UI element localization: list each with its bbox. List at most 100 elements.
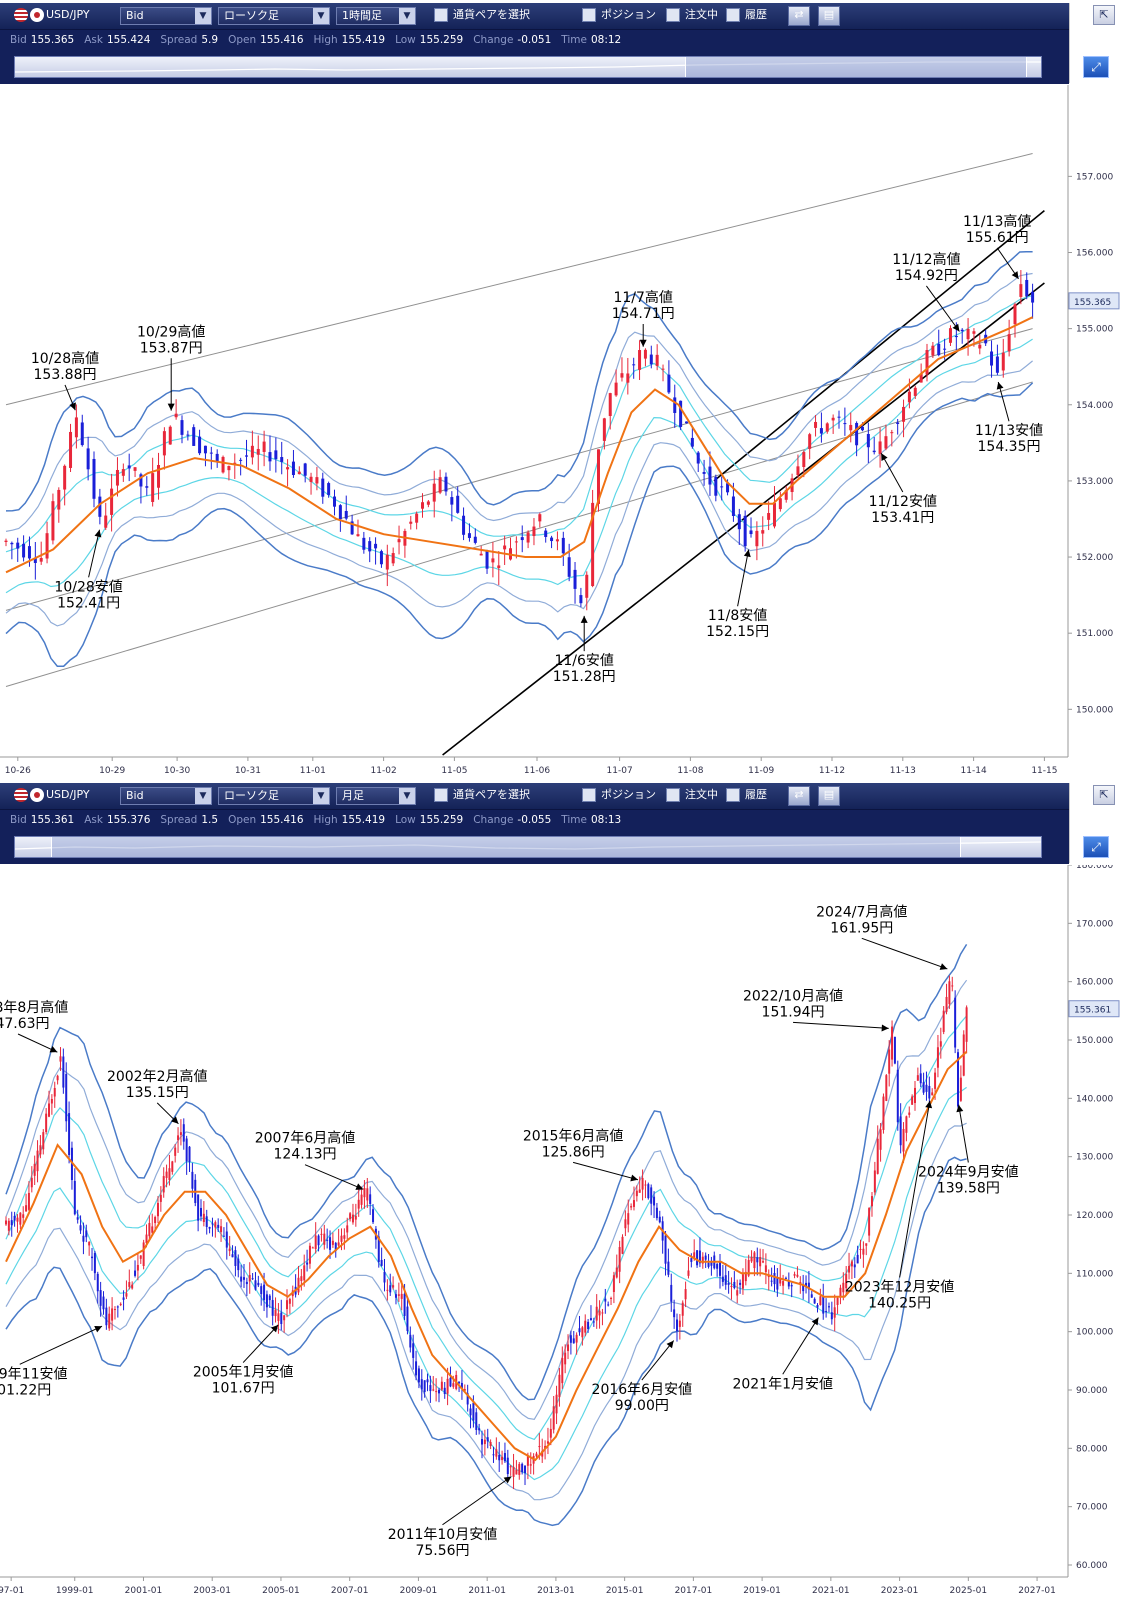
candle-body — [151, 1226, 154, 1233]
candle-body — [942, 1010, 945, 1032]
navigator-scroll[interactable] — [14, 836, 1042, 858]
candle-body — [948, 328, 952, 343]
candle-body — [503, 545, 507, 550]
candle-body — [426, 1379, 429, 1383]
candle-body — [919, 373, 923, 383]
candle-body — [415, 513, 419, 523]
history-checkbox[interactable]: 履歴 — [726, 7, 780, 25]
quote-value-change: -0.055 — [517, 814, 552, 826]
chart-settings-button[interactable]: ⇄ — [788, 786, 810, 806]
detach-button[interactable]: ⇱ — [1093, 5, 1115, 25]
candle-body — [260, 1286, 263, 1295]
candle-body — [69, 431, 73, 468]
chart-type-select[interactable]: ローソク足 ▼ — [218, 7, 330, 25]
candle-body — [931, 345, 935, 356]
chart-type-select[interactable]: ローソク足 ▼ — [218, 787, 330, 805]
candle-body — [268, 1295, 271, 1301]
candle-body — [624, 1219, 627, 1229]
x-tick-label: 2019-01 — [743, 1586, 781, 1596]
detach-button[interactable]: ⇱ — [1093, 785, 1115, 805]
period-select[interactable]: 月足 ▼ — [336, 787, 416, 805]
price-type-select[interactable]: Bid ▼ — [120, 787, 212, 805]
candle-body — [684, 421, 688, 424]
navigator-window[interactable] — [51, 837, 961, 857]
candle-body — [744, 1271, 747, 1282]
expand-icon[interactable]: ⤢ — [1083, 836, 1109, 858]
candle-body — [902, 1128, 905, 1152]
bollinger-band-3-upper — [5, 944, 968, 1401]
candle-body — [386, 1289, 389, 1291]
layout-button[interactable]: ▤ — [818, 6, 840, 26]
candle-body — [779, 1277, 782, 1284]
chart-settings-button[interactable]: ⇄ — [788, 6, 810, 26]
annotation-date: 2015年6月高値 — [523, 1127, 624, 1144]
candle-body — [714, 476, 718, 496]
candle-body — [174, 413, 178, 418]
candle-body — [211, 1223, 214, 1225]
position-checkbox[interactable]: ポジション — [582, 787, 666, 805]
candle-body — [831, 417, 835, 421]
candle-body — [503, 1453, 506, 1462]
select-pair-checkbox[interactable]: 通貨ペアを選択 — [434, 787, 564, 805]
annotation-arrowhead — [881, 453, 888, 462]
quote-value-high: 155.419 — [341, 814, 386, 826]
expand-icon[interactable]: ⤢ — [1083, 56, 1109, 78]
candle-body — [45, 1113, 48, 1133]
candle-body — [154, 1217, 157, 1224]
candle-body — [220, 1226, 223, 1233]
candle-body — [62, 1056, 65, 1088]
candle-body — [139, 1255, 142, 1259]
currency-pair-label[interactable]: USD/JPY — [14, 787, 110, 805]
plot-area — [4, 153, 1045, 756]
navigator-window[interactable] — [685, 57, 1027, 77]
candle-body — [80, 422, 84, 446]
candle-body — [626, 373, 630, 383]
candle-body — [443, 1387, 446, 1394]
price-type-select[interactable]: Bid ▼ — [120, 7, 212, 25]
candle-body — [638, 1189, 641, 1193]
navigator-sparkline — [15, 841, 1041, 850]
current-price-tag — [1068, 1000, 1120, 1018]
select-pair-checkbox[interactable]: 通貨ペアを選択 — [434, 7, 564, 25]
candle-body — [492, 1454, 495, 1456]
candle-body — [111, 1308, 114, 1321]
orders-checkbox[interactable]: 注文中 — [666, 787, 726, 805]
candle-body — [585, 574, 589, 598]
candle-body — [796, 1274, 799, 1277]
candle-body — [859, 1248, 862, 1250]
candle-body — [108, 1313, 111, 1329]
annotation-arrow-line — [782, 1317, 819, 1375]
candle-body — [546, 1441, 549, 1444]
candle-body — [214, 1222, 217, 1228]
candle-body — [104, 515, 108, 528]
annotation-price: 151.94円 — [762, 1004, 825, 1020]
period-select[interactable]: 1時間足 ▼ — [336, 7, 416, 25]
candle-body — [749, 530, 753, 535]
candle-body — [716, 1263, 719, 1269]
navigator-scroll[interactable] — [14, 56, 1042, 78]
layout-button[interactable]: ▤ — [818, 786, 840, 806]
candle-body — [690, 437, 694, 447]
currency-pair-label[interactable]: USD/JPY — [14, 7, 110, 25]
x-tick-label: 1999-01 — [56, 1586, 94, 1596]
candle-body — [33, 558, 37, 563]
candle-body — [460, 1382, 463, 1390]
candle-body — [449, 1377, 452, 1387]
candle-body — [647, 1184, 650, 1199]
annotation-arrowhead — [49, 1046, 58, 1053]
annotation-arrow-line — [861, 937, 948, 970]
orders-checkbox[interactable]: 注文中 — [666, 7, 726, 25]
candle-body — [495, 1449, 498, 1457]
candle-body — [911, 1096, 914, 1105]
candle-body — [878, 441, 882, 454]
history-checkbox[interactable]: 履歴 — [726, 787, 780, 805]
quote-value-low: 155.259 — [419, 34, 464, 46]
y-tick-label: 110.000 — [1076, 1269, 1113, 1279]
annotation-price: 153.87円 — [140, 340, 203, 356]
candle-body — [262, 441, 266, 452]
candle-body — [896, 1069, 899, 1123]
position-checkbox[interactable]: ポジション — [582, 7, 666, 25]
candle-body — [558, 1374, 561, 1398]
annotation-arrow-line — [304, 1164, 364, 1190]
y-tick-label: 80.000 — [1076, 1444, 1108, 1454]
